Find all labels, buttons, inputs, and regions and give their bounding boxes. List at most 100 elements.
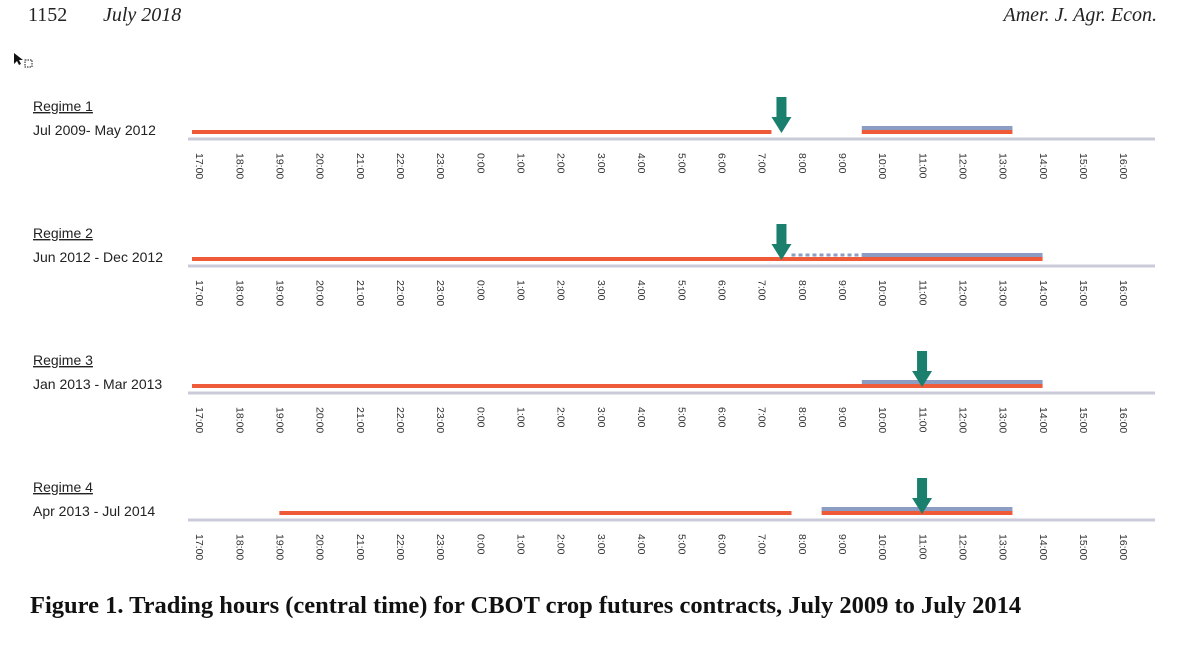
regime-2-tick-label: 0:00 — [474, 280, 486, 301]
regime-1-electronic-bar — [192, 130, 772, 134]
regime-1-period: Jul 2009- May 2012 — [33, 122, 156, 138]
regime-4-tick-label: 18:00 — [233, 534, 245, 560]
regime-2-period: Jun 2012 - Dec 2012 — [33, 249, 163, 265]
regime-3-tick-label: 5:00 — [675, 407, 687, 428]
regime-4-electronic-bar — [821, 511, 1013, 515]
regime-3-tick-label: 8:00 — [796, 407, 808, 428]
regime-2-tick-label: 20:00 — [314, 280, 326, 306]
regime-1-label: Regime 1 — [33, 98, 93, 114]
regime-4-electronic-bar — [279, 511, 792, 515]
regime-4-tick-label: 22:00 — [394, 534, 406, 560]
regime-4-open-outcry-bar — [821, 507, 1013, 512]
regime-3-arrow-shaft — [917, 351, 928, 373]
regime-2-open-outcry-bar — [861, 253, 1043, 258]
regime-3-tick-label: 12:00 — [956, 407, 968, 433]
regime-4-tick-label: 23:00 — [434, 534, 446, 560]
regime-4-tick-label: 13:00 — [997, 534, 1009, 560]
regime-2-tick-label: 23:00 — [434, 280, 446, 306]
regime-1-tick-label: 21:00 — [354, 153, 366, 179]
regime-1-tick-label: 8:00 — [796, 153, 808, 174]
regime-2-tick-label: 8:00 — [796, 280, 808, 301]
regime-3-tick-label: 10:00 — [876, 407, 888, 433]
regime-4-label: Regime 4 — [33, 479, 93, 495]
regime-1-tick-label: 17:00 — [193, 153, 205, 179]
regime-3-open-outcry-bar — [861, 380, 1043, 385]
regime-3-tick-label: 2:00 — [555, 407, 567, 428]
regime-2-tick-label: 17:00 — [193, 280, 205, 306]
regime-4-tick-label: 2:00 — [555, 534, 567, 555]
regime-3-tick-label: 3:00 — [595, 407, 607, 428]
regime-3-electronic-bar — [192, 384, 1043, 388]
regime-1-tick-label: 15:00 — [1077, 153, 1089, 179]
regime-2-tick-label: 7:00 — [756, 280, 768, 301]
regime-1-tick-label: 2:00 — [555, 153, 567, 174]
regime-2-tick-label: 19:00 — [274, 280, 286, 306]
page-number: 1152 — [28, 4, 68, 26]
regime-2-tick-label: 15:00 — [1077, 280, 1089, 306]
regime-3-tick-label: 4:00 — [635, 407, 647, 428]
regime-2-tick-label: 6:00 — [715, 280, 727, 301]
regime-3-tick-label: 11:00 — [916, 407, 928, 433]
regime-4-tick-label: 7:00 — [756, 534, 768, 555]
regime-4-period: Apr 2013 - Jul 2014 — [33, 503, 155, 519]
regime-2-tick-label: 9:00 — [836, 280, 848, 301]
regime-4-tick-label: 1:00 — [515, 534, 527, 555]
regime-1-open-outcry-bar — [861, 126, 1013, 131]
regime-4-tick-label: 12:00 — [956, 534, 968, 560]
regime-4-tick-label: 3:00 — [595, 534, 607, 555]
regime-3-tick-label: 20:00 — [314, 407, 326, 433]
issue-date: July 2018 — [103, 4, 182, 26]
regime-4-tick-label: 21:00 — [354, 534, 366, 560]
regime-1-electronic-bar — [861, 130, 1013, 134]
regime-2-tick-label: 4:00 — [635, 280, 647, 301]
regime-2-tick-label: 3:00 — [595, 280, 607, 301]
regime-2-tick-label: 11:00 — [916, 280, 928, 306]
regime-2-tick-label: 16:00 — [1117, 280, 1129, 306]
regime-4-tick-label: 9:00 — [836, 534, 848, 555]
regime-1-tick-label: 22:00 — [394, 153, 406, 179]
regime-2-arrow-shaft — [776, 224, 787, 246]
regime-1-arrow-head — [771, 117, 792, 133]
regime-4-tick-label: 14:00 — [1037, 534, 1049, 560]
regime-1-tick-label: 14:00 — [1037, 153, 1049, 179]
regime-1-tick-label: 1:00 — [515, 153, 527, 174]
regime-3-tick-label: 13:00 — [997, 407, 1009, 433]
regime-3-tick-label: 15:00 — [1077, 407, 1089, 433]
regime-4-tick-label: 15:00 — [1077, 534, 1089, 560]
regime-2-arrow-head — [771, 244, 792, 260]
regime-4-tick-label: 0:00 — [474, 534, 486, 555]
regime-1-tick-label: 20:00 — [314, 153, 326, 179]
regime-3-tick-label: 1:00 — [515, 407, 527, 428]
regime-1-tick-label: 12:00 — [956, 153, 968, 179]
regime-4-tick-label: 8:00 — [796, 534, 808, 555]
regime-4-arrow-shaft — [917, 478, 928, 500]
regime-3-tick-label: 14:00 — [1037, 407, 1049, 433]
regime-1-tick-label: 0:00 — [474, 153, 486, 174]
regime-4-tick-label: 6:00 — [715, 534, 727, 555]
regime-2-tick-label: 21:00 — [354, 280, 366, 306]
regime-2-tick-label: 13:00 — [997, 280, 1009, 306]
regime-1-tick-label: 7:00 — [756, 153, 768, 174]
regime-4-tick-label: 4:00 — [635, 534, 647, 555]
regime-1-tick-label: 4:00 — [635, 153, 647, 174]
regime-1-tick-label: 10:00 — [876, 153, 888, 179]
regime-2-tick-label: 18:00 — [233, 280, 245, 306]
regime-4-tick-label: 10:00 — [876, 534, 888, 560]
regime-3-tick-label: 0:00 — [474, 407, 486, 428]
regime-1-tick-label: 9:00 — [836, 153, 848, 174]
regime-4-tick-label: 20:00 — [314, 534, 326, 560]
regime-1-tick-label: 13:00 — [997, 153, 1009, 179]
regime-2-tick-label: 12:00 — [956, 280, 968, 306]
regime-3-tick-label: 17:00 — [193, 407, 205, 433]
regime-3-tick-label: 22:00 — [394, 407, 406, 433]
regime-1-arrow-shaft — [776, 97, 787, 119]
regime-3-tick-label: 19:00 — [274, 407, 286, 433]
regime-2-tick-label: 2:00 — [555, 280, 567, 301]
regime-1-tick-label: 16:00 — [1117, 153, 1129, 179]
regime-2-tick-label: 5:00 — [675, 280, 687, 301]
regime-1-tick-label: 11:00 — [916, 153, 928, 179]
regime-2-electronic-bar — [192, 257, 1043, 261]
regime-3-tick-label: 9:00 — [836, 407, 848, 428]
regime-3-period: Jan 2013 - Mar 2013 — [33, 376, 162, 392]
regime-2-tick-label: 10:00 — [876, 280, 888, 306]
